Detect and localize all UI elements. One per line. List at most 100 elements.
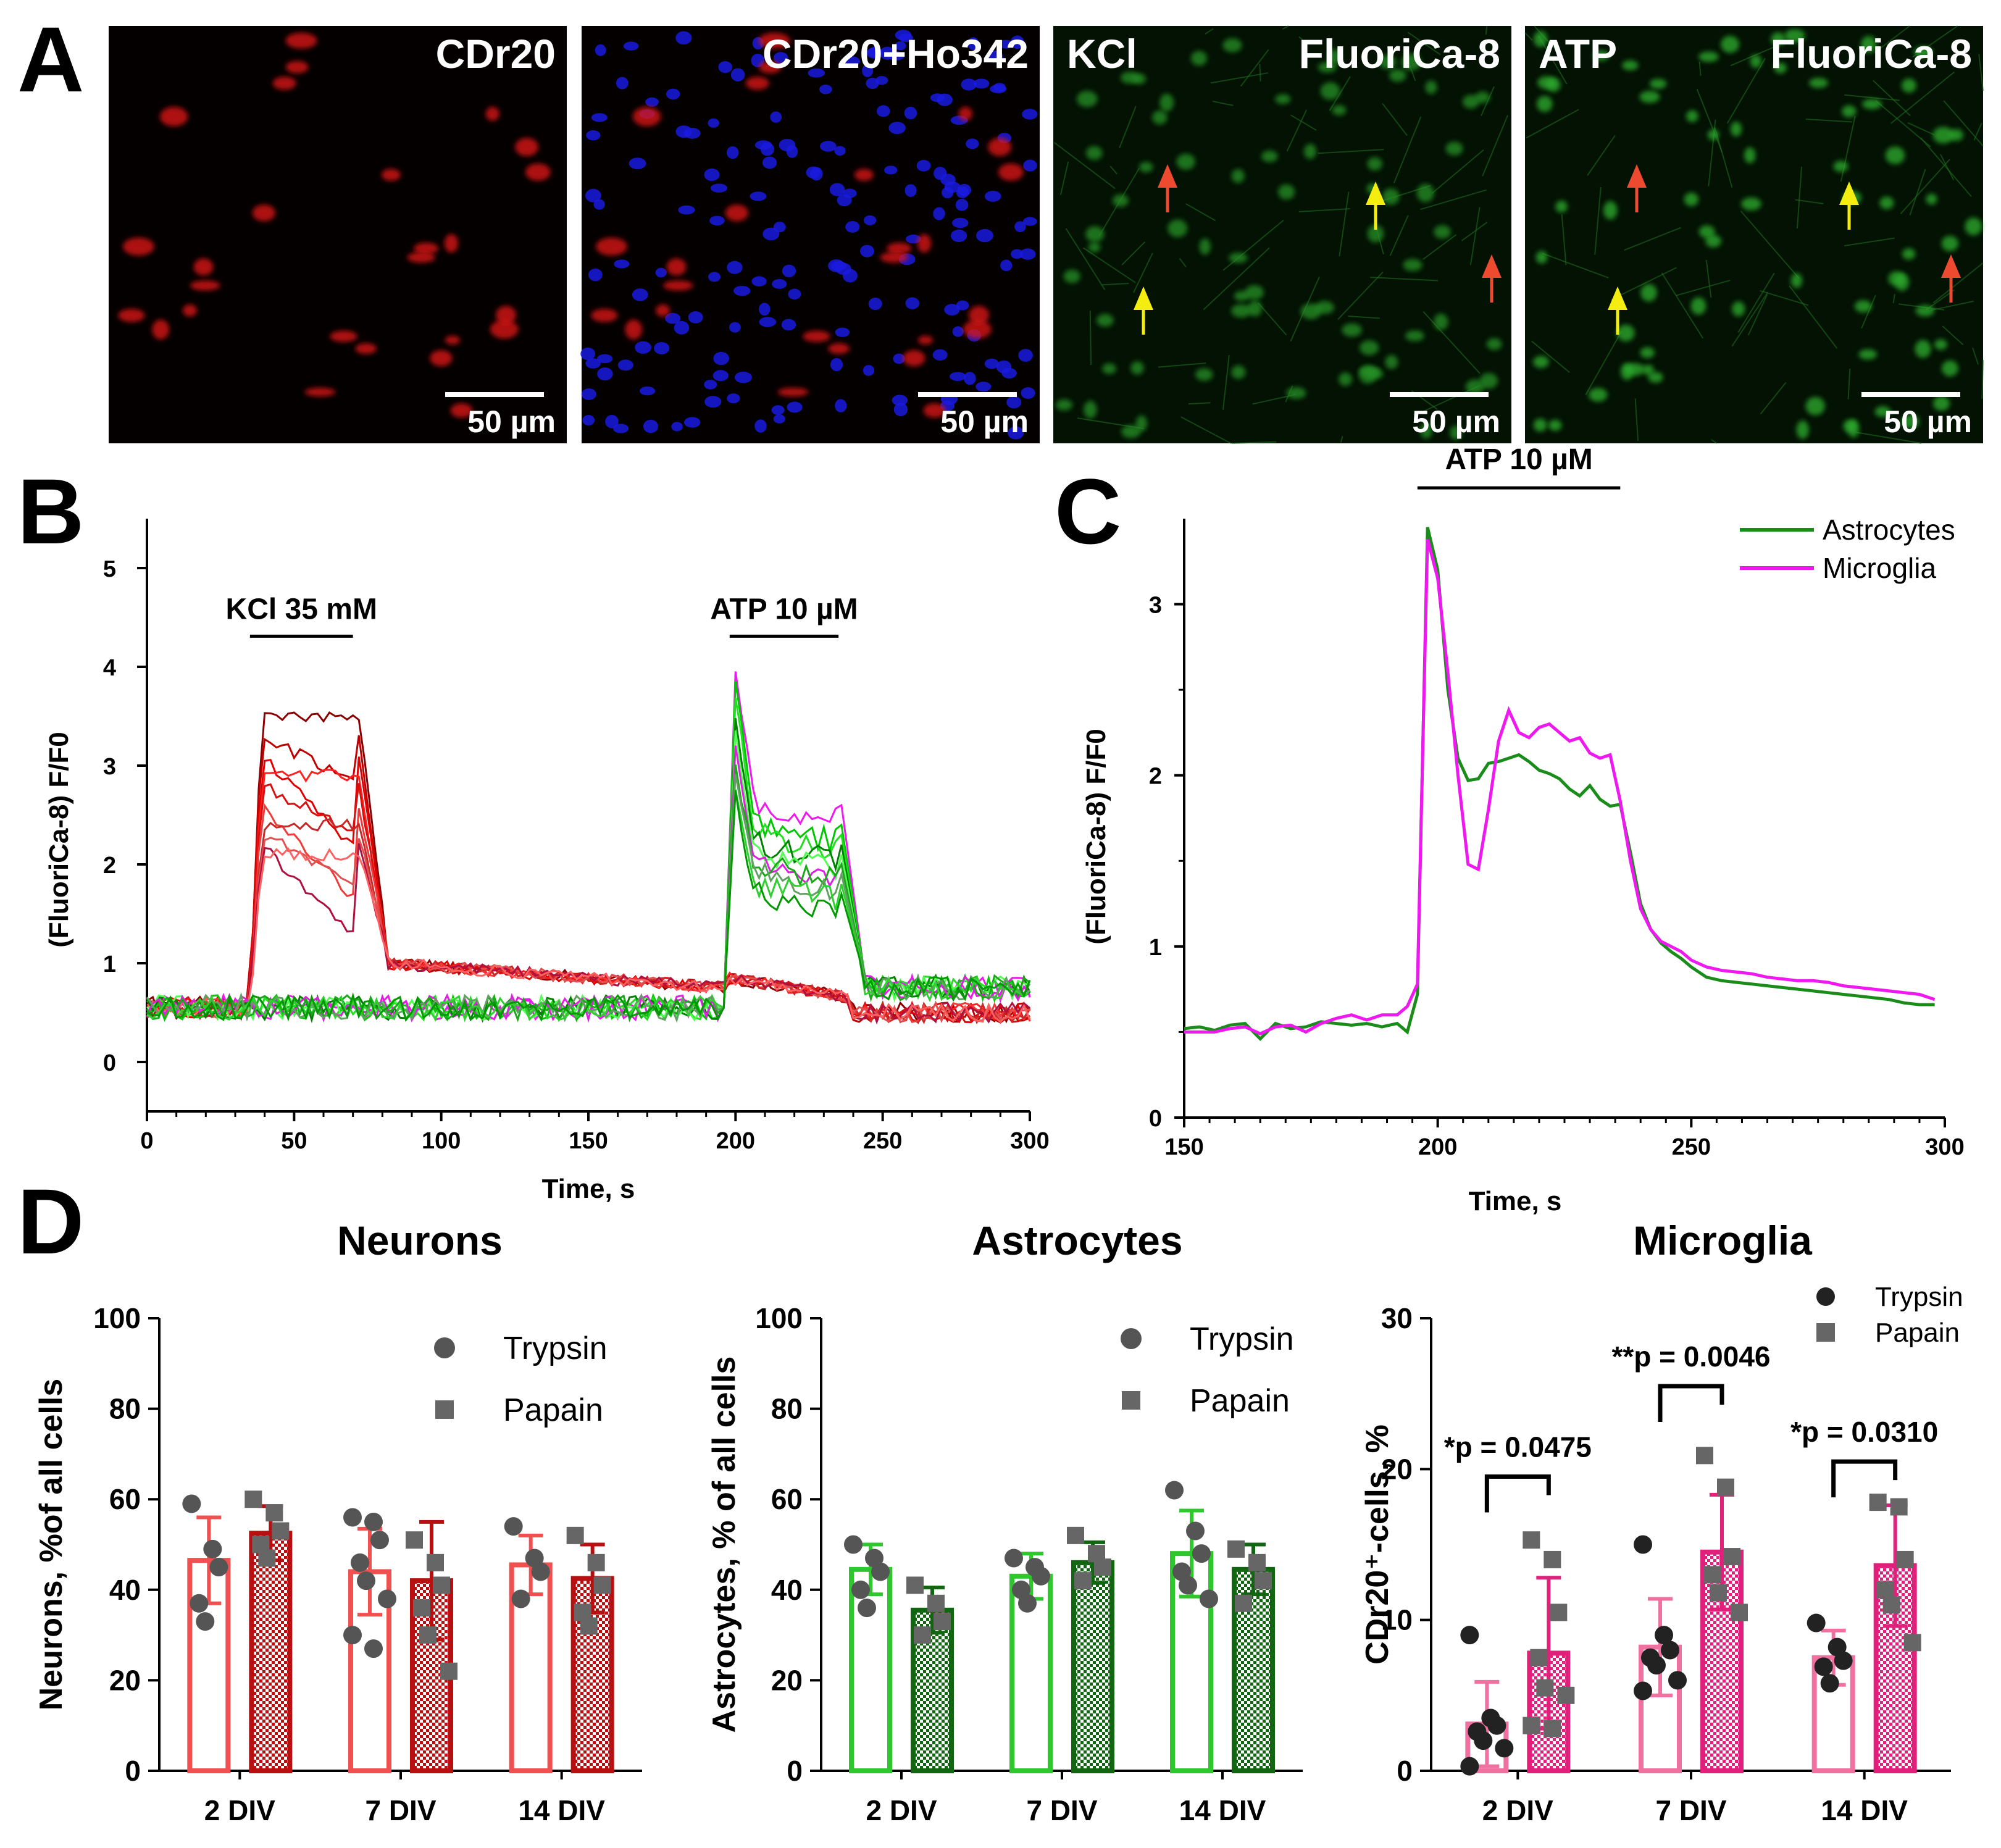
microglia-blob — [190, 280, 220, 291]
nucleus-blob — [1014, 221, 1026, 233]
microglia-blob — [663, 280, 693, 291]
cell-body — [1176, 154, 1195, 170]
microglia-blob — [803, 330, 830, 342]
neurite — [1737, 272, 1775, 333]
cell-body — [1434, 225, 1451, 239]
neurite — [1482, 115, 1509, 177]
cell-body — [1379, 55, 1397, 70]
cell-body — [1686, 110, 1698, 122]
y-axis-title: (FluoriCa-8) F/F0 — [44, 732, 74, 948]
nucleus-blob — [595, 44, 606, 56]
nucleus-blob — [966, 138, 979, 149]
neurite — [1407, 31, 1441, 56]
y-tick-label: 100 — [755, 1302, 803, 1334]
neurite — [1760, 290, 1809, 306]
nucleus-blob — [762, 227, 780, 241]
glia-trace — [146, 745, 1031, 1023]
cell-body — [1902, 248, 1916, 260]
microglia-blob — [632, 106, 661, 127]
papain-point — [1523, 1716, 1540, 1734]
subplot-title: Neurons — [337, 1218, 503, 1263]
y-tick-label: 10 — [1381, 1604, 1413, 1636]
papain-point — [934, 1613, 951, 1631]
cell-body — [1462, 94, 1479, 109]
microglia-blob — [625, 319, 643, 340]
neurite — [1469, 207, 1481, 265]
nucleus-blob — [956, 300, 969, 311]
microglia-blob — [887, 243, 912, 254]
microglia-blob — [880, 252, 909, 263]
nucleus-blob — [629, 157, 646, 170]
microglia-blob — [758, 33, 790, 49]
cell-body — [1809, 78, 1828, 88]
cell-body — [1367, 157, 1382, 171]
cell-body — [1102, 363, 1117, 374]
nucleus-blob — [916, 159, 931, 172]
neurite — [1524, 32, 1533, 41]
cell-body — [1622, 60, 1639, 71]
significance-bracket — [1484, 1474, 1551, 1513]
cell-body — [1085, 226, 1105, 243]
micrograph-label: KCl — [1067, 31, 1137, 77]
papain-point — [427, 1553, 444, 1571]
neurite — [1348, 315, 1381, 319]
microglia-blob — [445, 335, 461, 345]
x-tick-label: 200 — [1418, 1134, 1457, 1160]
scale-bar-label: 50 µm — [1884, 404, 1972, 439]
papain-point — [1890, 1498, 1908, 1516]
papain-point — [1235, 1594, 1252, 1612]
cell-body — [1401, 54, 1421, 71]
microglia-blob — [725, 204, 749, 222]
legend-label: Papain — [503, 1392, 603, 1428]
nucleus-blob — [773, 414, 785, 424]
nucleus-blob — [729, 322, 741, 333]
cell-body — [1730, 121, 1742, 137]
papain-point — [1896, 1550, 1914, 1568]
cell-body — [1420, 422, 1432, 439]
cell-body — [1195, 368, 1213, 381]
microglia-blob — [355, 343, 377, 354]
cell-body — [1642, 364, 1654, 375]
y-tick-label: 0 — [125, 1755, 141, 1787]
nucleus-blob — [718, 61, 732, 73]
neurite — [1205, 28, 1214, 35]
nucleus-blob — [582, 415, 595, 426]
y-tick-label: 30 — [1381, 1302, 1413, 1334]
nucleus-blob — [588, 268, 603, 282]
neurite — [1485, 25, 1488, 35]
papain-point — [1227, 1540, 1245, 1558]
microglia-blob — [777, 387, 809, 397]
cell-body — [1639, 91, 1660, 103]
nucleus-blob — [835, 399, 847, 412]
trypsin-point — [196, 1612, 215, 1631]
microglia-blob — [450, 403, 473, 418]
subplot-title: Microglia — [1633, 1218, 1813, 1263]
nucleus-blob — [596, 354, 613, 364]
legend-label: Trypsin — [1190, 1321, 1294, 1357]
micrograph-label: CDr20+Ho342 — [762, 31, 1029, 77]
papain-point — [440, 1662, 457, 1680]
neurite — [1900, 159, 1950, 214]
nucleus-blob — [632, 288, 648, 301]
y-axis-title: Neurons, %of all cells — [33, 1379, 69, 1711]
neurite — [1585, 331, 1623, 396]
cell-body — [1479, 373, 1498, 389]
neurite — [1874, 25, 1910, 53]
neurite — [1873, 80, 1911, 116]
cell-body — [1486, 338, 1502, 350]
neurite — [1133, 253, 1153, 293]
trypsin-point — [1005, 1549, 1023, 1568]
neurite — [1393, 116, 1422, 183]
trypsin-point — [1487, 1716, 1506, 1735]
papain-point — [1255, 1572, 1272, 1590]
cell-body — [1342, 323, 1362, 337]
legend-papain-marker — [1122, 1391, 1140, 1410]
cell-body — [1879, 196, 1894, 209]
trypsin-point — [364, 1512, 383, 1531]
nucleus-blob — [759, 303, 771, 316]
cell-body — [1603, 201, 1618, 220]
neurite — [1844, 94, 1900, 101]
cell-body — [1895, 273, 1910, 291]
trypsin-point — [1032, 1566, 1050, 1586]
